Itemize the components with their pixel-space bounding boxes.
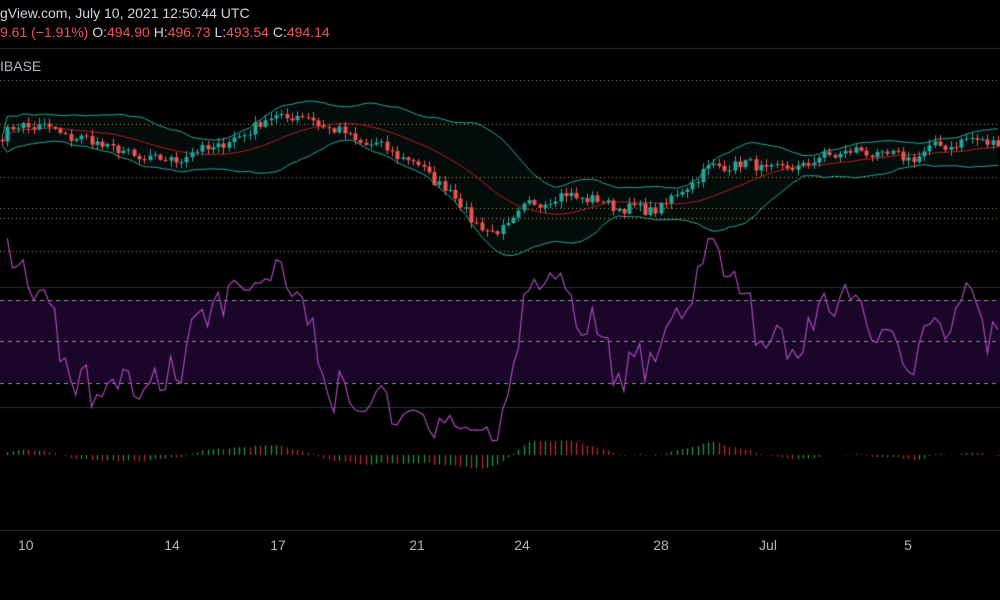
- exchange-label: IBASE: [0, 58, 42, 74]
- open-value: 494.90: [107, 24, 150, 40]
- x-tick-label: 24: [514, 537, 530, 553]
- close-label: C:: [272, 24, 287, 40]
- x-tick-label: Jul: [759, 537, 777, 553]
- chart-header-title: gView.com, July 10, 2021 12:50:44 UTC: [0, 5, 250, 21]
- low-label: L:: [214, 24, 227, 40]
- high-value: 496.73: [167, 24, 211, 40]
- close-value: 494.14: [286, 24, 330, 40]
- open-label: O:: [92, 24, 108, 40]
- x-tick-label: 10: [18, 537, 34, 553]
- price-change: 9.61 (−1.91%): [0, 24, 89, 40]
- low-value: 493.54: [226, 24, 269, 40]
- x-tick-label: 28: [653, 537, 669, 553]
- x-tick-label: 21: [409, 537, 425, 553]
- ohlc-readout: 9.61 (−1.91%) O:494.90 H:496.73 L:493.54…: [0, 24, 330, 40]
- x-tick-label: 5: [904, 537, 912, 553]
- x-tick-label: 14: [164, 537, 180, 553]
- x-tick-label: 17: [270, 537, 286, 553]
- high-label: H:: [153, 24, 168, 40]
